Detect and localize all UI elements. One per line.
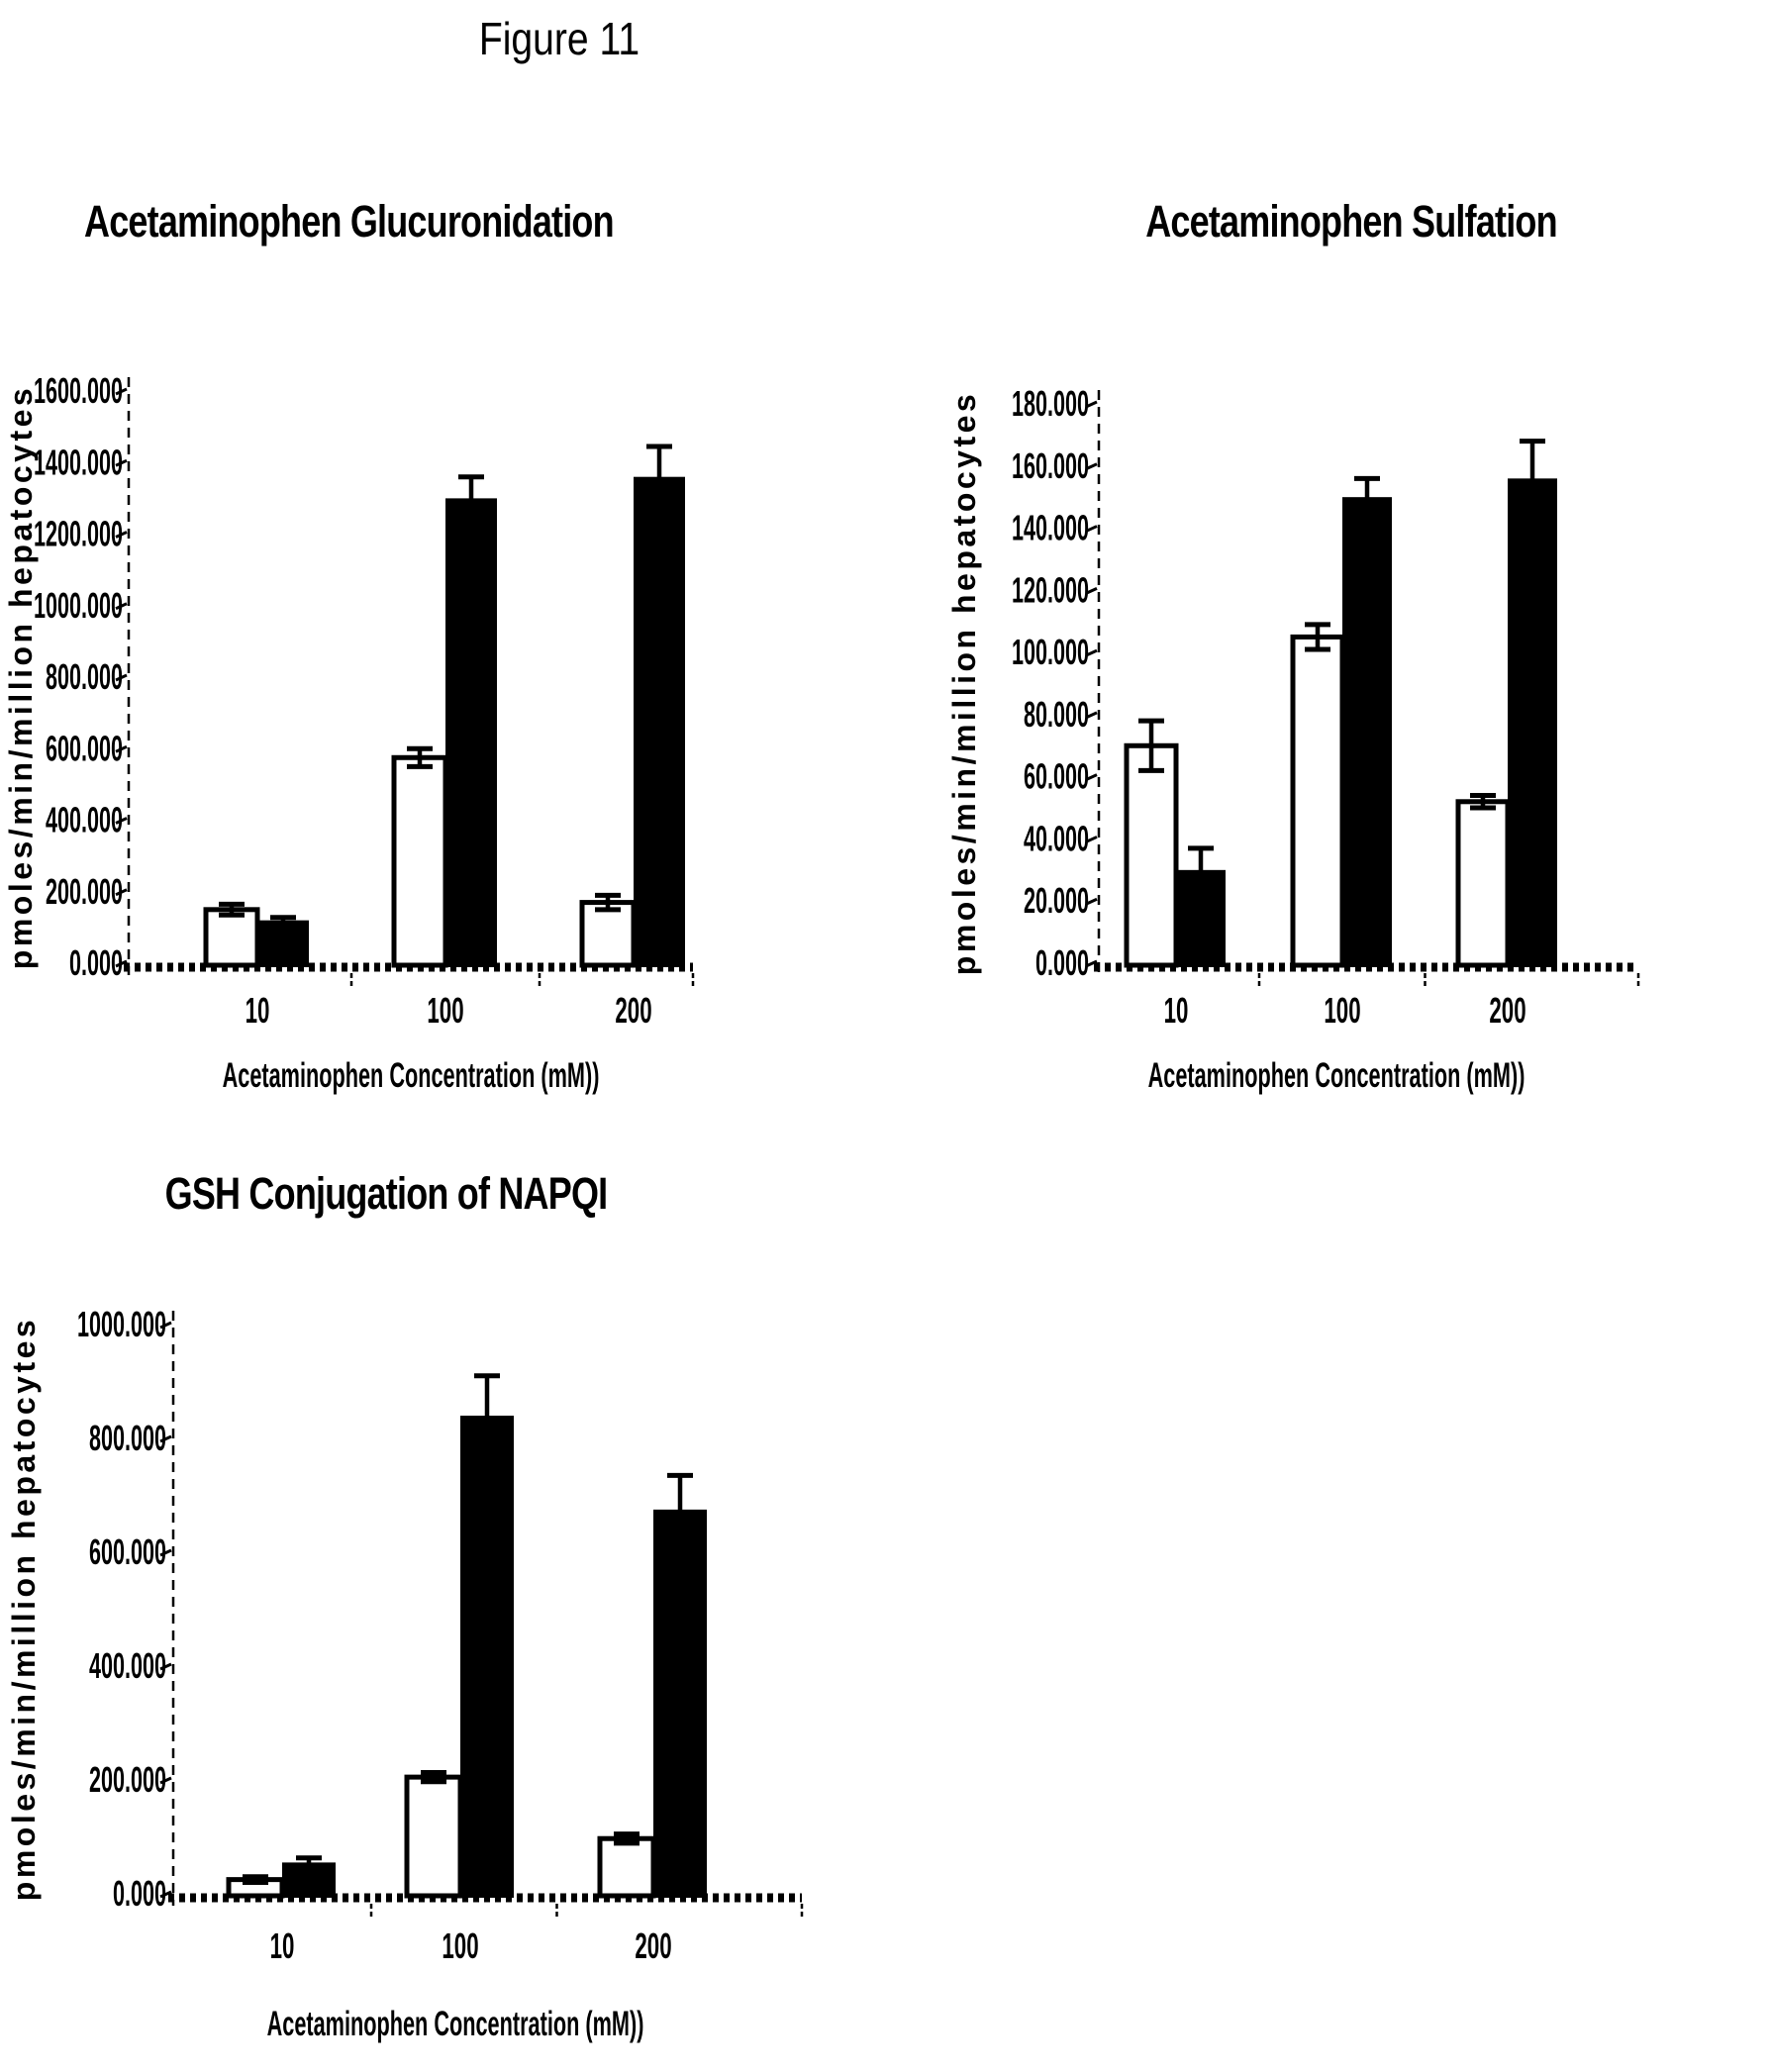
- y-tick: [159, 1548, 172, 1557]
- x-axis-title: Acetaminophen Concentration (mM)): [223, 1057, 600, 1095]
- y-tick: [159, 1776, 172, 1785]
- y-tick-label: 40.000: [1024, 820, 1089, 859]
- x-category-label: 200: [615, 992, 651, 1032]
- figure-label: Figure 11: [478, 13, 640, 64]
- y-tick-label: 1000.000: [34, 586, 123, 626]
- x-axis-title: Acetaminophen Concentration (mM)): [267, 2006, 644, 2043]
- y-tick-label: 20.000: [1024, 882, 1089, 922]
- y-tick-label: 600.000: [46, 730, 123, 769]
- y-tick: [1085, 462, 1098, 471]
- chart-gsh-conjugation: 0.000 200.000 400.000 600.000 800.000 1000.00…: [6, 1305, 804, 2043]
- y-tick: [115, 602, 128, 611]
- x-category-label: 200: [635, 1927, 671, 1967]
- chart-title-gsh-conjugation: GSH Conjugation of NAPQI: [164, 1168, 609, 1219]
- y-tick-label: 200.000: [46, 872, 123, 912]
- chart-glucuronidation: 0.000 200.000 400.000 600.000 800.000 1000.00…: [3, 371, 695, 1095]
- bar-filled: [653, 1509, 707, 1898]
- bar-open: [391, 754, 448, 968]
- y-tick-label: 800.000: [46, 657, 123, 697]
- y-tick: [115, 531, 128, 539]
- bar-open: [203, 907, 260, 968]
- bar-open: [1455, 799, 1511, 968]
- y-tick: [1085, 400, 1098, 409]
- y-axis-title: pmoles/min/million hepatocytes: [6, 1317, 42, 1901]
- x-category-label: 10: [1164, 992, 1189, 1032]
- bar-open: [1290, 634, 1345, 968]
- bar-open: [1124, 742, 1179, 968]
- x-category-label: 100: [1324, 992, 1360, 1032]
- y-tick-label: 600.000: [89, 1532, 166, 1572]
- chart-title-glucuronidation: Acetaminophen Glucuronidation: [84, 196, 615, 247]
- y-tick: [115, 458, 128, 467]
- bar-open: [597, 1835, 656, 1899]
- y-tick: [1085, 897, 1098, 906]
- y-tick-label: 180.000: [1012, 384, 1089, 424]
- y-tick-label: 1200.000: [34, 515, 123, 554]
- y-tick: [115, 817, 128, 825]
- y-tick: [115, 387, 128, 396]
- chart-sulfation: 0.000 20.000 40.000 60.000 80.000 100.000 120.…: [946, 384, 1640, 1095]
- bar-filled: [1342, 497, 1392, 967]
- x-axis-title: Acetaminophen Concentration (mM)): [1148, 1057, 1525, 1095]
- y-tick: [159, 1321, 172, 1330]
- bar-filled: [634, 476, 685, 967]
- bar-filled: [257, 920, 309, 967]
- y-tick: [1085, 773, 1098, 782]
- y-axis-title: pmoles/min/million hepatocytes: [946, 391, 982, 975]
- x-category-label: 100: [442, 1927, 478, 1967]
- y-tick: [159, 1434, 172, 1443]
- y-tick-label: 0.000: [69, 943, 123, 983]
- y-tick-label: 200.000: [89, 1760, 166, 1800]
- y-tick-label: 160.000: [1012, 446, 1089, 486]
- y-tick: [159, 1890, 172, 1899]
- y-tick: [115, 959, 128, 968]
- y-tick-label: 0.000: [1035, 943, 1089, 983]
- y-tick: [1085, 711, 1098, 720]
- y-tick: [159, 1662, 172, 1671]
- y-tick: [115, 673, 128, 682]
- y-tick-label: 400.000: [89, 1646, 166, 1686]
- y-tick: [1085, 648, 1098, 657]
- bar-open: [579, 900, 637, 968]
- y-tick-label: 120.000: [1012, 571, 1089, 611]
- y-tick-label: 800.000: [89, 1419, 166, 1458]
- y-tick: [1085, 959, 1098, 968]
- chart-title-sulfation: Acetaminophen Sulfation: [1145, 196, 1557, 247]
- bar-filled: [460, 1416, 514, 1898]
- x-category-label: 200: [1489, 992, 1525, 1032]
- y-tick-label: 1600.000: [34, 371, 123, 411]
- y-tick-label: 400.000: [46, 801, 123, 840]
- x-category-label: 10: [246, 992, 270, 1032]
- y-tick: [115, 888, 128, 897]
- y-tick-label: 60.000: [1024, 757, 1089, 797]
- y-axis-title: pmoles/min/million hepatocytes: [3, 385, 39, 969]
- bar-filled: [445, 498, 497, 967]
- bar-open: [404, 1774, 463, 1899]
- y-tick-label: 100.000: [1012, 634, 1089, 673]
- y-tick-label: 140.000: [1012, 509, 1089, 548]
- y-tick-label: 80.000: [1024, 695, 1089, 735]
- y-tick-label: 1000.000: [77, 1305, 166, 1344]
- x-category-label: 10: [270, 1927, 295, 1967]
- y-tick-label: 0.000: [113, 1874, 166, 1914]
- bar-filled: [1508, 478, 1557, 967]
- x-category-label: 100: [427, 992, 463, 1032]
- y-tick: [1085, 586, 1098, 595]
- y-tick: [115, 744, 128, 753]
- y-tick: [1085, 525, 1098, 533]
- y-tick: [1085, 836, 1098, 843]
- y-tick-label: 1400.000: [34, 444, 123, 483]
